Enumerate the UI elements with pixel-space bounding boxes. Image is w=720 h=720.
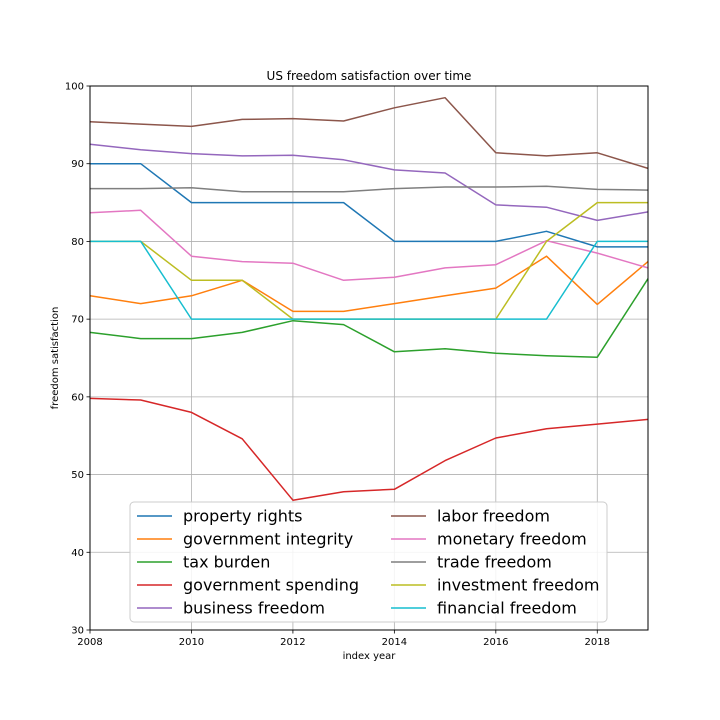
y-tick-label: 70 <box>71 315 84 326</box>
series-lines <box>89 96 649 501</box>
x-tick-label: 2014 <box>382 637 407 648</box>
plot-frame <box>89 85 649 631</box>
chart-title: US freedom satisfaction over time <box>267 69 472 83</box>
x-tick-label: 2018 <box>585 637 610 648</box>
legend-box <box>129 501 608 623</box>
y-axis-ticks: 30 40 50 60 70 80 90 100 <box>65 82 90 637</box>
series-line-monetary-freedom <box>89 209 649 282</box>
series-line-tax-burden <box>89 278 649 358</box>
legend-label-property-rights: property rights <box>183 507 303 526</box>
legend-label-tax-burden: tax burden <box>183 553 270 572</box>
y-tick-label: 40 <box>71 548 84 559</box>
y-tick-label: 80 <box>71 237 84 248</box>
series-line-government-integrity <box>89 255 649 313</box>
series-line-financial-freedom <box>90 240 648 320</box>
y-axis-title: freedom satisfaction <box>50 307 61 410</box>
y-tick-label: 30 <box>71 626 84 637</box>
x-tick-label: 2016 <box>483 637 508 648</box>
legend-label-government-integrity: government integrity <box>183 530 353 549</box>
x-axis-ticks: 2008 2010 2012 2014 2016 2018 <box>77 630 610 648</box>
legend-label-labor-freedom: labor freedom <box>437 507 550 526</box>
legend-label-investment-freedom: investment freedom <box>437 576 600 595</box>
y-tick-label: 100 <box>65 82 84 93</box>
y-tick-label: 90 <box>71 159 84 170</box>
series-line-government-spending <box>89 397 649 501</box>
x-tick-label: 2012 <box>280 637 305 648</box>
y-tick-label: 60 <box>71 392 84 403</box>
legend-label-business-freedom: business freedom <box>183 599 325 618</box>
x-tick-label: 2008 <box>77 637 102 648</box>
series-line-labor-freedom <box>89 96 649 170</box>
legend: property rights government integrity tax b… <box>129 501 608 623</box>
legend-label-monetary-freedom: monetary freedom <box>437 530 587 549</box>
series-line-trade-freedom <box>90 185 649 193</box>
series-line-property-rights <box>90 162 648 248</box>
legend-label-trade-freedom: trade freedom <box>437 553 552 572</box>
legend-label-government-spending: government spending <box>183 576 359 595</box>
legend-label-financial-freedom: financial freedom <box>437 599 577 618</box>
x-axis-title: index year <box>343 651 397 662</box>
series-line-business-freedom <box>89 143 649 222</box>
x-tick-label: 2010 <box>179 637 204 648</box>
y-tick-label: 50 <box>71 470 84 481</box>
